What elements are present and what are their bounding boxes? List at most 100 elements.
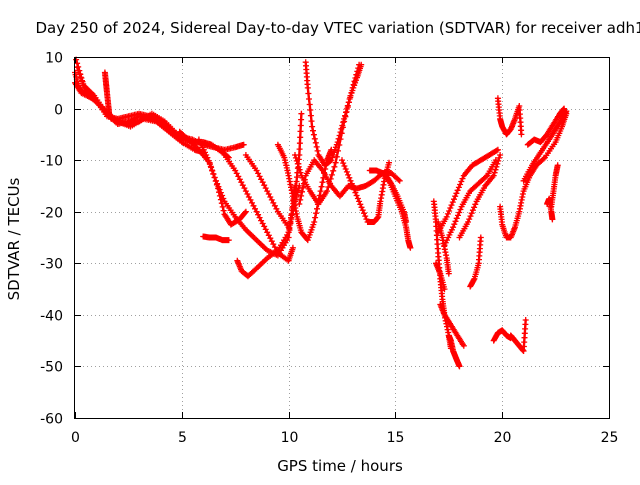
x-tick-label: 5: [178, 430, 187, 446]
data-point: [296, 140, 303, 147]
data-point: [403, 219, 410, 225]
data-point: [242, 208, 249, 215]
x-tick-label: 20: [494, 430, 512, 446]
data-point: [342, 166, 349, 172]
chart-title: Day 250 of 2024, Sidereal Day-to-day VTE…: [35, 19, 640, 37]
data-point: [451, 221, 458, 228]
y-tick-label: -20: [40, 206, 63, 222]
data-point: [355, 65, 362, 72]
data-point: [492, 166, 499, 173]
data-point: [352, 75, 359, 81]
data-point: [337, 136, 344, 143]
data-point: [347, 177, 354, 184]
data-point: [208, 164, 215, 171]
data-point: [330, 167, 337, 174]
data-point: [494, 146, 501, 153]
data-point: [308, 118, 315, 125]
data-point: [296, 201, 303, 207]
data-point: [540, 155, 547, 162]
data-point: [346, 99, 352, 106]
data-point: [219, 203, 226, 210]
data-series-s34: [524, 105, 568, 148]
data-point: [347, 94, 354, 101]
data-point: [467, 213, 474, 220]
label-layer: 0 5 10 15 20 25 -60 -50 -40 -30 -20 -10 0 10: [40, 51, 618, 447]
data-point: [443, 213, 450, 220]
data-point: [450, 224, 457, 231]
data-point: [299, 188, 305, 195]
data-series-s5: [101, 69, 115, 122]
data-point: [457, 181, 464, 188]
data-point: [338, 130, 345, 137]
data-point: [80, 80, 87, 87]
y-axis-title: SDTVAR / TECUs: [5, 177, 23, 300]
data-point: [313, 143, 320, 150]
data-point: [314, 147, 321, 154]
data-point: [343, 168, 350, 175]
data-point: [314, 205, 320, 212]
data-point: [336, 142, 343, 148]
data-point: [301, 176, 308, 183]
data-series-s27: [456, 152, 504, 241]
data-point: [297, 134, 304, 141]
data-point: [351, 186, 358, 193]
data-point: [351, 78, 358, 85]
data-point: [335, 147, 341, 154]
data-point: [446, 208, 453, 214]
data-series-s36: [548, 162, 561, 210]
data-point: [81, 84, 88, 91]
data-series-s33: [520, 108, 570, 184]
data-series-s6: [200, 233, 232, 244]
data-point: [220, 195, 227, 202]
data-point: [447, 205, 454, 211]
data-point: [494, 160, 501, 167]
data-point: [395, 176, 402, 183]
data-point: [74, 64, 81, 71]
data-point: [292, 154, 299, 161]
data-point: [317, 188, 324, 195]
data-point: [309, 123, 316, 130]
data-series-s9: [221, 152, 296, 264]
data-point: [300, 180, 307, 187]
data-point: [477, 234, 484, 241]
data-point: [561, 105, 568, 112]
data-point: [349, 84, 356, 91]
data-point: [493, 163, 500, 170]
data-point: [312, 139, 319, 146]
data-point: [242, 209, 248, 216]
y-tick-label: -30: [40, 257, 63, 273]
data-point: [214, 180, 221, 187]
data-point: [554, 162, 561, 169]
data-point: [386, 159, 392, 166]
data-point: [361, 210, 367, 217]
data-point: [289, 244, 296, 251]
data-point: [359, 207, 366, 214]
data-point: [495, 157, 502, 164]
data-point: [354, 68, 361, 75]
data-point: [339, 157, 345, 164]
data-point: [298, 116, 305, 123]
data-point: [305, 90, 312, 97]
data-point: [344, 104, 351, 111]
data-point: [342, 113, 349, 120]
data-point: [452, 193, 459, 200]
data-point: [353, 192, 360, 199]
tick-layer: [75, 57, 610, 419]
data-point: [77, 74, 84, 81]
data-point: [215, 183, 222, 190]
data-point: [324, 188, 330, 195]
data-series-s24: [445, 332, 463, 370]
data-point: [457, 206, 464, 213]
data-point: [491, 169, 498, 176]
y-tick-label: 0: [54, 103, 63, 119]
data-point: [471, 204, 478, 211]
y-tick-label: 10: [45, 51, 63, 67]
data-point: [311, 219, 318, 225]
data-point: [297, 196, 304, 203]
data-series-s25: [435, 146, 501, 236]
data-point: [346, 174, 353, 181]
data-point: [295, 163, 302, 170]
data-point: [297, 169, 304, 176]
data-point: [313, 210, 320, 217]
data-point: [327, 157, 334, 164]
